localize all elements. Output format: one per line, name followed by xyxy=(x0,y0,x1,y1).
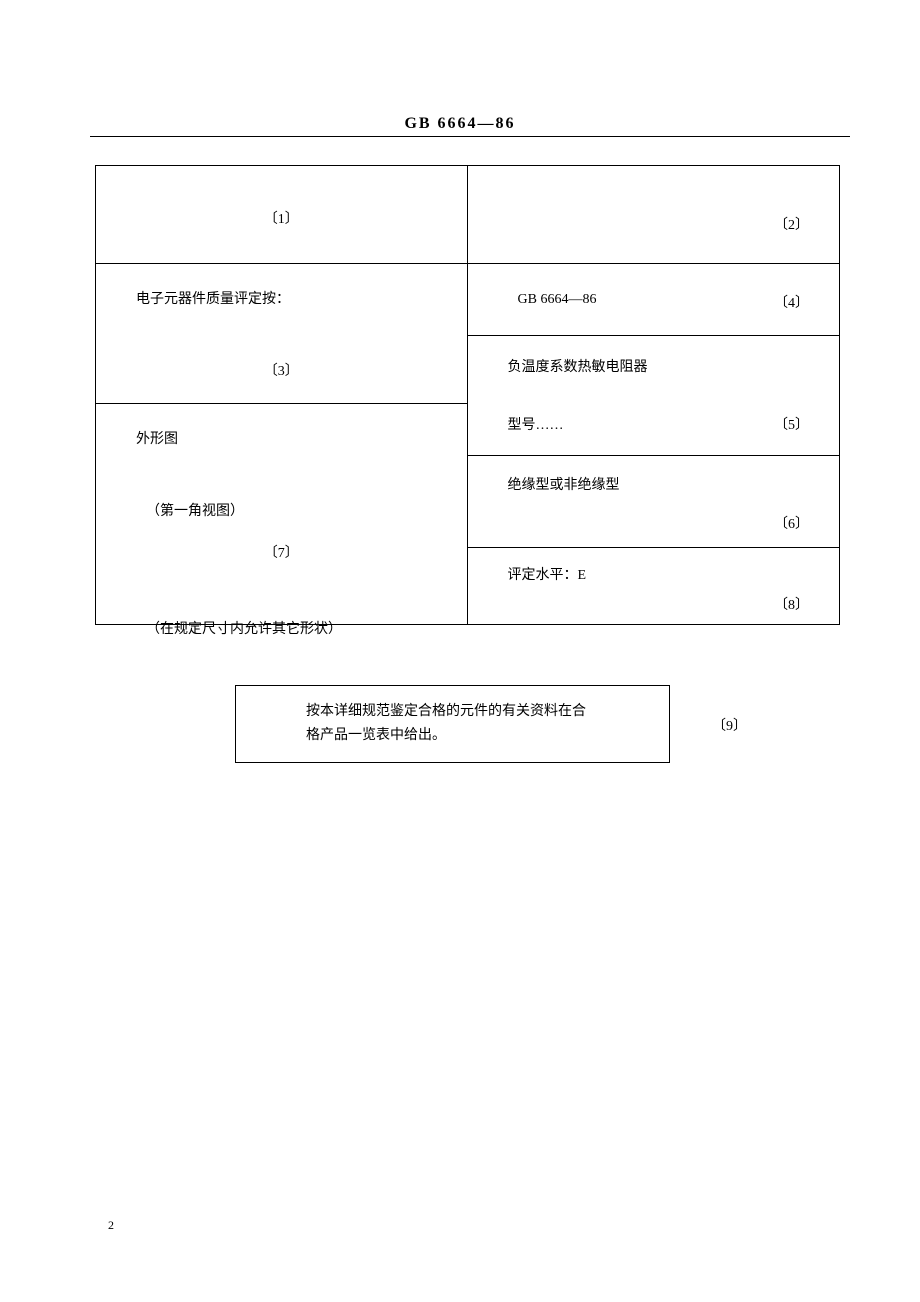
thermistor-text: 负温度系数热敏电阻器 xyxy=(508,346,820,376)
cell-3-container: 电子元器件质量评定按： 〔3〕 xyxy=(96,264,468,404)
ref-5: 〔5〕 xyxy=(774,414,809,434)
ref-8: 〔8〕 xyxy=(774,594,809,614)
cell-4-5-container: GB 6664—86 〔4〕 负温度系数热敏电阻器 xyxy=(468,264,840,404)
ref-9: 〔9〕 xyxy=(712,715,747,735)
shape-note: （在规定尺寸内允许其它形状） xyxy=(116,562,447,638)
ref-4: 〔4〕 xyxy=(774,292,809,312)
view-text: （第一角视图） xyxy=(116,448,447,520)
note-box: 按本详细规范鉴定合格的元件的有关资料在合 格产品一览表中给出。 xyxy=(235,685,670,763)
ref-6: 〔6〕 xyxy=(774,513,809,533)
ref-1: 〔1〕 xyxy=(264,212,299,227)
gb-ref-text: GB 6664—86 xyxy=(488,274,820,308)
right-stack: 型号…… 〔5〕 绝缘型或非绝缘型 〔6〕 评定水平：E 〔8〕 xyxy=(468,404,840,624)
quality-assessment-text: 电子元器件质量评定按： xyxy=(116,274,447,308)
main-table: 〔1〕 〔2〕 电子元器件质量评定按： 〔3〕 GB 6664—86 〔4〕 负… xyxy=(95,165,840,625)
model-text: 型号…… xyxy=(508,414,820,434)
page-number: 2 xyxy=(108,1218,114,1233)
level-text: 评定水平：E xyxy=(508,558,820,584)
cell-2: 〔2〕 xyxy=(468,166,840,264)
outline-label: 外形图 xyxy=(116,414,447,448)
page-header: GB 6664—86 xyxy=(0,115,920,133)
outline-cell: 外形图 （第一角视图） 〔7〕 （在规定尺寸内允许其它形状） xyxy=(96,404,468,624)
cell-1: 〔1〕 xyxy=(96,166,468,264)
note-line1: 按本详细规范鉴定合格的元件的有关资料在合 xyxy=(306,700,619,724)
ref-7: 〔7〕 xyxy=(116,542,447,562)
ref-3: 〔3〕 xyxy=(116,360,447,380)
ref-2: 〔2〕 xyxy=(774,214,809,234)
note-line2: 格产品一览表中给出。 xyxy=(306,724,619,748)
insulation-text: 绝缘型或非绝缘型 xyxy=(508,466,820,494)
header-rule xyxy=(90,136,850,137)
